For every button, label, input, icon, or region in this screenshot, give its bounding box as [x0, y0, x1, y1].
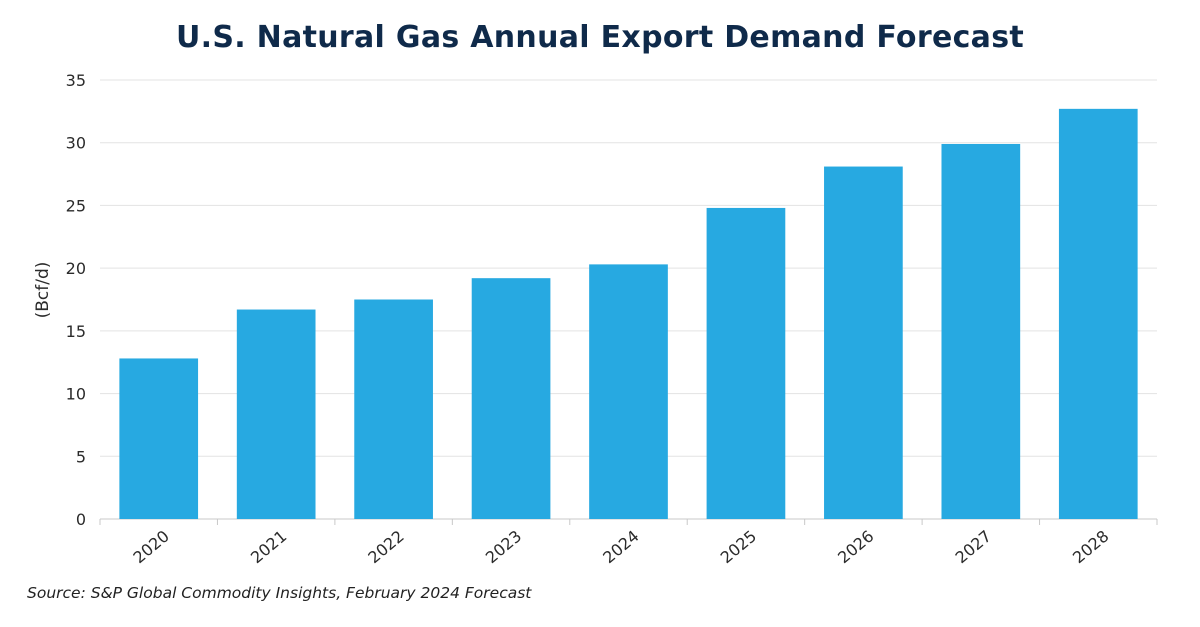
x-tick-label: 2023 — [482, 526, 525, 567]
y-tick-label: 0 — [76, 510, 86, 529]
x-tick-label: 2027 — [952, 526, 995, 567]
y-tick-label: 25 — [66, 196, 86, 215]
bar-2021 — [236, 309, 316, 519]
x-tick-label: 2022 — [364, 526, 407, 567]
bar-2026 — [824, 166, 903, 519]
bars — [119, 108, 1138, 520]
x-axis: 2020 2021 2022 2023 2024 2025 2026 2027 2028 — [99, 519, 1158, 567]
x-tick-label: 2026 — [834, 526, 877, 567]
x-tick-label: 2021 — [247, 526, 290, 567]
y-axis: 0 5 10 15 20 25 30 35 — [66, 71, 86, 529]
chart-title: U.S. Natural Gas Annual Export Demand Fo… — [175, 20, 1025, 55]
y-tick-label: 15 — [66, 322, 86, 341]
y-tick-label: 30 — [66, 134, 86, 153]
bar-2023 — [471, 278, 551, 519]
y-tick-label: 10 — [66, 385, 86, 404]
x-tick-label: 2028 — [1069, 526, 1112, 567]
bar-2024 — [589, 264, 668, 519]
bar-2025 — [706, 207, 786, 520]
bar-2027 — [941, 143, 1021, 519]
x-tick-label: 2025 — [717, 526, 760, 567]
y-tick-label: 5 — [76, 447, 86, 466]
bar-2020 — [119, 358, 199, 519]
source-note: Source: S&P Global Commodity Insights, F… — [27, 584, 532, 602]
y-tick-label: 20 — [66, 259, 86, 278]
x-tick-label: 2024 — [599, 526, 642, 567]
y-tick-label: 35 — [66, 71, 86, 90]
y-axis-label: (Bcf/d) — [33, 262, 53, 319]
x-tick-label: 2020 — [129, 526, 172, 567]
bar-2028 — [1058, 108, 1138, 519]
bar-2022 — [354, 299, 433, 519]
